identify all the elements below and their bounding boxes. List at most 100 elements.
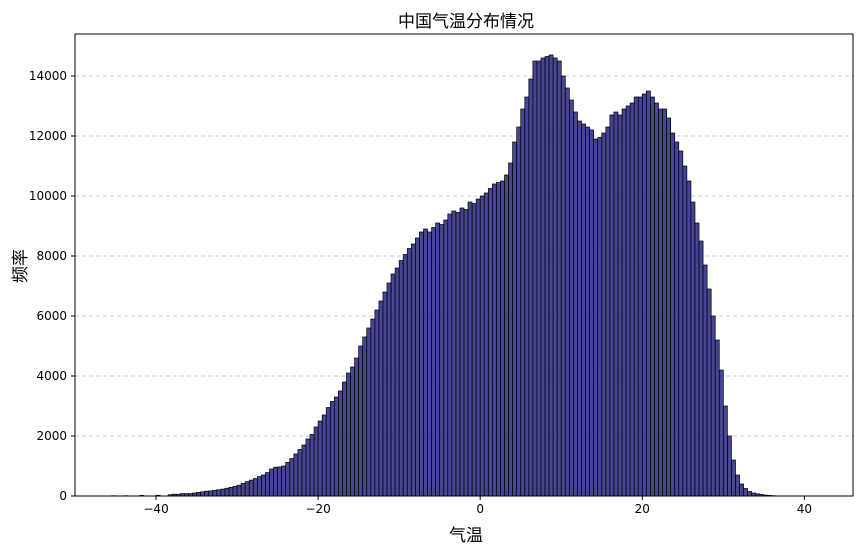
histogram-bar	[545, 57, 549, 497]
histogram-bar	[707, 289, 711, 496]
histogram-bar	[667, 118, 671, 496]
histogram-bar	[500, 181, 504, 496]
histogram-bar	[241, 483, 245, 496]
histogram-bar	[691, 202, 695, 496]
histogram-bar	[614, 112, 618, 496]
histogram-bar	[334, 397, 338, 496]
histogram-bar	[537, 61, 541, 496]
y-tick-label: 4000	[36, 369, 67, 383]
histogram-bar	[197, 492, 201, 496]
histogram-bar	[294, 454, 298, 496]
histogram-bar	[452, 211, 456, 496]
histogram-bar	[205, 491, 209, 496]
histogram-bar	[363, 337, 367, 496]
histogram-bar	[509, 163, 513, 496]
histogram-bar	[586, 127, 590, 496]
histogram-bar	[338, 391, 342, 496]
histogram-bar	[557, 61, 561, 496]
histogram-bar	[654, 103, 658, 496]
histogram-bar	[270, 469, 274, 496]
histogram-bar	[415, 238, 419, 496]
x-tick-label: 20	[635, 502, 650, 516]
histogram-bar	[650, 97, 654, 496]
histogram-bar	[517, 127, 521, 496]
histogram-bar	[646, 91, 650, 496]
y-tick-label: 2000	[36, 429, 67, 443]
histogram-bar	[606, 127, 610, 496]
y-tick-label: 8000	[36, 249, 67, 263]
histogram-bar	[577, 121, 581, 496]
histogram-bar	[711, 316, 715, 496]
histogram-bar	[642, 94, 646, 496]
histogram-bar	[213, 490, 217, 496]
histogram-bar	[330, 402, 334, 497]
histogram-bar	[618, 115, 622, 496]
histogram-bar	[217, 490, 221, 496]
histogram-bar	[419, 232, 423, 496]
x-tick-label: −40	[143, 502, 168, 516]
histogram-bar	[553, 58, 557, 496]
histogram-bar	[444, 220, 448, 496]
histogram-bar	[598, 138, 602, 497]
histogram-bar	[318, 421, 322, 496]
histogram-bar	[209, 491, 213, 496]
histogram-bar	[663, 109, 667, 496]
histogram-bar	[436, 223, 440, 496]
histogram-bar	[201, 492, 205, 496]
histogram-bar	[626, 106, 630, 496]
histogram-bar	[521, 109, 525, 496]
histogram-bar	[395, 268, 399, 496]
histogram-bar	[492, 184, 496, 496]
histogram-bar	[322, 415, 326, 496]
histogram-bar	[407, 249, 411, 497]
histogram-bar	[383, 292, 387, 496]
histogram-bar	[683, 166, 687, 496]
histogram-bar	[237, 485, 241, 496]
y-tick-label: 6000	[36, 309, 67, 323]
histogram-bar	[723, 406, 727, 496]
histogram-bar	[480, 196, 484, 496]
histogram-bar	[464, 210, 468, 497]
histogram-bar	[359, 346, 363, 496]
histogram-bar	[342, 382, 346, 496]
histogram-bar	[391, 274, 395, 496]
histogram-bar	[440, 225, 444, 497]
histogram-bar	[423, 229, 427, 496]
histogram-bar	[484, 193, 488, 496]
histogram-bar	[306, 439, 310, 496]
histogram-bar	[602, 133, 606, 496]
x-axis-label: 气温	[449, 526, 483, 546]
histogram-bar	[610, 115, 614, 496]
x-tick-label: −20	[305, 502, 330, 516]
histogram-bar	[245, 482, 249, 496]
histogram-bar	[355, 358, 359, 496]
histogram-bar	[699, 241, 703, 496]
x-tick-label: 0	[476, 502, 484, 516]
histogram-bar	[719, 370, 723, 496]
histogram-bar	[249, 480, 253, 496]
histogram-bar	[529, 79, 533, 496]
histogram-bar	[687, 181, 691, 496]
histogram-bar	[310, 435, 314, 497]
histogram-bar	[505, 175, 509, 496]
histogram-bar	[375, 310, 379, 496]
histogram-bar	[302, 445, 306, 496]
histogram-bar	[399, 261, 403, 497]
histogram-bar	[460, 208, 464, 496]
histogram-bar	[488, 189, 492, 497]
histogram-bar	[634, 97, 638, 496]
y-tick-label: 0	[59, 489, 67, 503]
histogram-bar	[282, 466, 286, 496]
histogram-bar	[748, 492, 752, 497]
y-tick-label: 14000	[29, 69, 67, 83]
histogram-bar	[221, 489, 225, 496]
histogram-bar	[225, 488, 229, 496]
histogram-bar	[594, 139, 598, 496]
histogram-bar	[371, 319, 375, 496]
histogram-bar	[298, 450, 302, 497]
chart-title: 中国气温分布情况	[398, 12, 534, 32]
histogram-bar	[703, 265, 707, 496]
histogram-bar	[744, 489, 748, 497]
histogram-bar	[679, 151, 683, 496]
histogram-bar	[727, 436, 731, 496]
